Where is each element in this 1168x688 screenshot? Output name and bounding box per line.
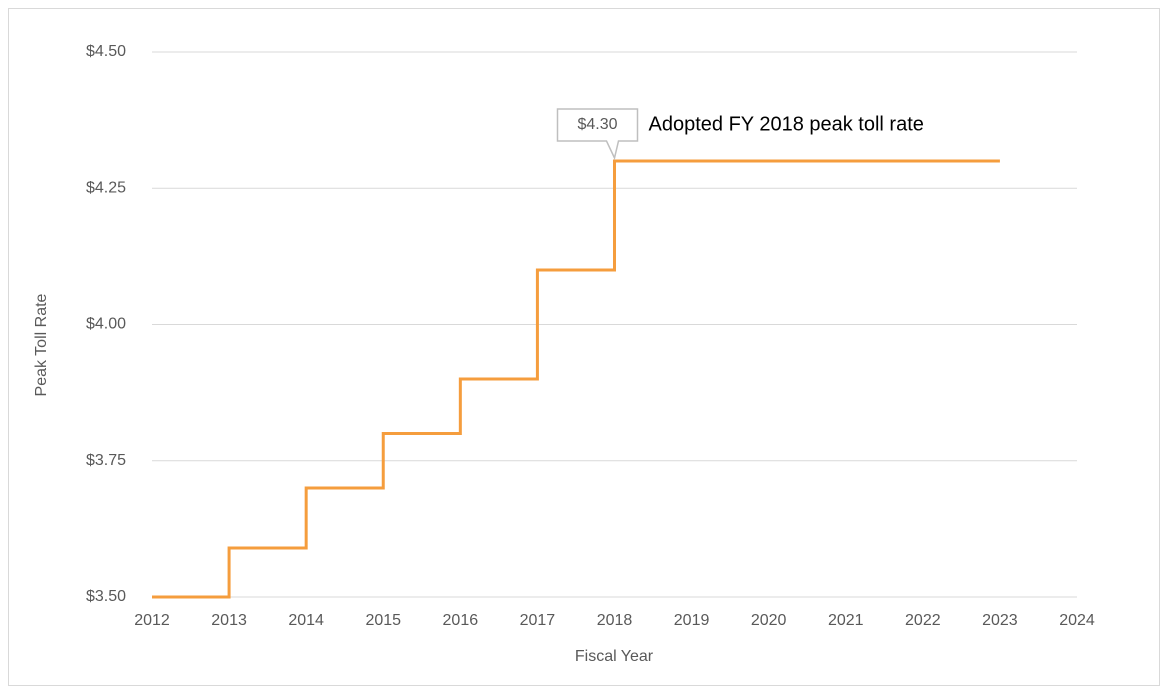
x-tick-label: 2012	[134, 612, 170, 629]
y-tick-label: $3.75	[86, 452, 126, 469]
callout-box	[556, 108, 639, 161]
x-tick-label: 2017	[520, 612, 556, 629]
y-tick-label: $4.50	[86, 43, 126, 60]
y-axis-title: Peak Toll Rate	[33, 293, 50, 396]
x-tick-label: 2019	[674, 612, 710, 629]
x-tick-label: 2021	[828, 612, 864, 629]
step-line	[152, 159, 1000, 599]
x-axis-title: Fiscal Year	[575, 648, 654, 665]
data-label: $4.30	[577, 116, 617, 133]
x-tick-label: 2022	[905, 612, 941, 629]
x-tick-label: 2016	[443, 612, 479, 629]
x-tick-label: 2018	[597, 612, 633, 629]
y-tick-label: $3.50	[86, 588, 126, 605]
y-tick-label: $4.25	[86, 179, 126, 196]
x-tick-label: 2015	[365, 612, 401, 629]
x-tick-label: 2014	[288, 612, 324, 629]
y-tick-label: $4.00	[86, 316, 126, 333]
annotation: Adopted FY 2018 peak toll rate	[649, 113, 924, 135]
x-tick-label: 2020	[751, 612, 787, 629]
x-tick-label: 2023	[982, 612, 1018, 629]
x-tick-label: 2013	[211, 612, 247, 629]
x-tick-label: 2024	[1059, 612, 1095, 629]
